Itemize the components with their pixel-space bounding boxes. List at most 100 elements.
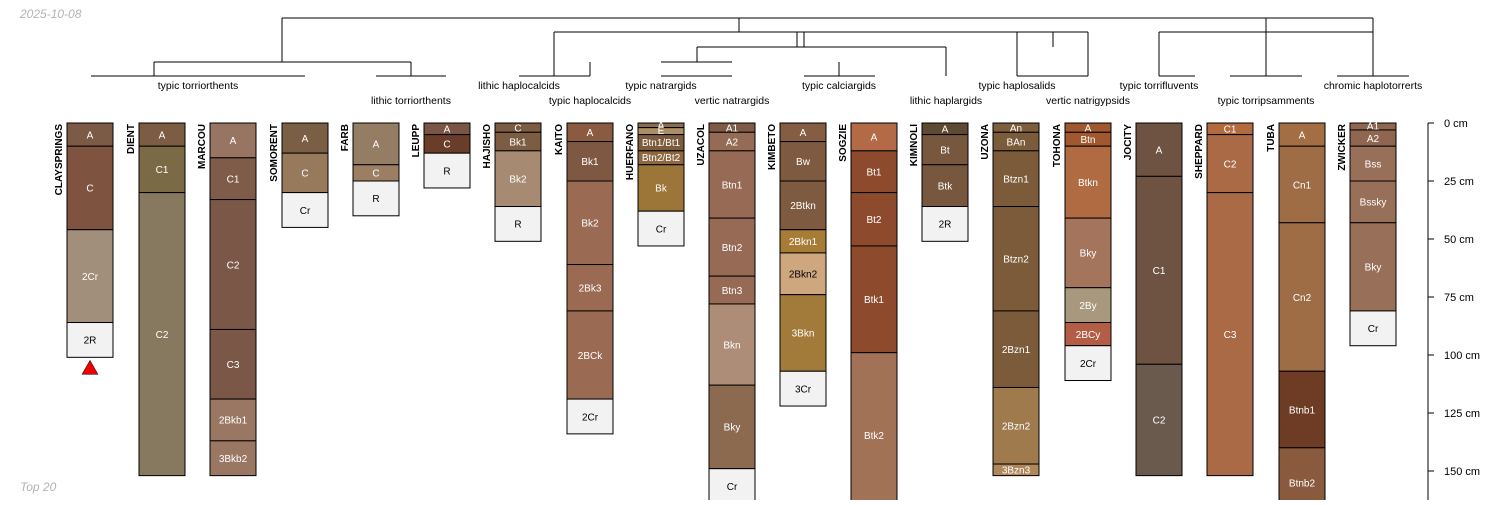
horizon-2cr xyxy=(66,229,114,324)
horizon-bk1 xyxy=(566,141,614,182)
horizon-label: A xyxy=(1156,145,1163,156)
horizon-label: Bssky xyxy=(1360,198,1387,209)
depth-tick-label: 100 cm xyxy=(1444,350,1480,362)
horizon-btn3 xyxy=(708,275,756,305)
horizon-label: Bw xyxy=(796,157,811,168)
group-label-lithic-haplocalcids: lithic haplocalcids xyxy=(478,80,560,92)
group-label-typic-torriorthents: typic torriorthents xyxy=(158,80,239,92)
horizon-bky xyxy=(708,384,756,470)
horizon-label: Cr xyxy=(656,224,667,235)
horizon-btk xyxy=(921,164,969,208)
horizon-label: 2Cr xyxy=(582,412,599,423)
profile-name: UZACOL xyxy=(696,124,707,166)
horizon-bky xyxy=(1349,222,1397,312)
horizon-label: Cr xyxy=(1368,324,1379,335)
horizon-label: Btnb1 xyxy=(1289,405,1316,416)
horizon-label: 2Bkn1 xyxy=(789,237,818,248)
horizon-label: A xyxy=(1085,123,1092,134)
horizon-label: A xyxy=(587,128,594,139)
horizon-label: C2 xyxy=(227,260,240,271)
horizon-2bck xyxy=(566,310,614,400)
horizon-label: Btkn xyxy=(1078,178,1098,189)
horizon-label: Bky xyxy=(724,423,741,434)
horizon-label: 2Bkn2 xyxy=(789,270,818,281)
horizon-label: 3Bzn3 xyxy=(1002,466,1031,477)
horizon-label: Bt2 xyxy=(866,215,881,226)
horizon-3bkn xyxy=(779,294,827,372)
horizon-label: Cr xyxy=(727,482,738,493)
profile-name: SHEPPARD xyxy=(1194,124,1205,179)
profile-dient: DIENT A C1 C2 xyxy=(126,122,186,477)
group-label-typic-torrifluvents: typic torrifluvents xyxy=(1120,80,1199,92)
profile-name: SOMORENT xyxy=(269,124,280,182)
profile-name: DIENT xyxy=(126,124,137,154)
profile-name: TOHONA xyxy=(1052,124,1063,167)
horizon-label: 3Cr xyxy=(795,384,812,395)
horizon-r xyxy=(423,152,471,189)
horizon-c xyxy=(281,152,329,194)
horizon-label: A xyxy=(942,125,949,136)
horizon-cr xyxy=(637,210,685,247)
horizon-label: Bk1 xyxy=(509,137,527,148)
horizon-label: 3Bkn xyxy=(792,329,815,340)
group-label-chromic-haplotorrerts: chromic haplotorrerts xyxy=(1324,80,1423,92)
horizon-label: C1 xyxy=(227,174,240,185)
horizon-label: Bss xyxy=(1365,159,1382,170)
horizon-cr xyxy=(1349,310,1397,347)
horizon-a xyxy=(209,122,257,159)
horizon-label: A xyxy=(871,133,878,144)
profile-name: FARB xyxy=(340,124,351,151)
horizon-label: A1 xyxy=(1367,122,1380,133)
group-label-typic-calciargids: typic calciargids xyxy=(802,80,876,92)
horizon-label: A xyxy=(444,125,451,136)
horizon-cr xyxy=(281,192,329,228)
horizon-label: A2 xyxy=(1367,134,1380,145)
horizon-2bk3 xyxy=(566,264,614,312)
horizon-label: Bkn xyxy=(723,340,740,351)
horizon-bt1 xyxy=(850,150,898,194)
horizon-bt xyxy=(921,134,969,166)
horizon-label: 2Bzn2 xyxy=(1002,422,1031,433)
group-label-typic-torripsamments: typic torripsamments xyxy=(1218,95,1315,107)
profile-sogzie: SOGZIE A Bt1 Bt2 Btk1 Btk2 xyxy=(838,122,898,505)
horizon-c2 xyxy=(1135,363,1183,477)
horizon-label: A xyxy=(159,130,166,141)
depth-tick-label: 50 cm xyxy=(1444,234,1474,246)
horizon-label: C3 xyxy=(227,360,240,371)
horizon-label: Cr xyxy=(300,206,311,217)
horizon-label: 2Bzn1 xyxy=(1002,345,1031,356)
horizon-a xyxy=(1135,122,1183,177)
depth-tick-label: 125 cm xyxy=(1444,408,1480,420)
horizon-label: Bk2 xyxy=(509,174,527,185)
horizon-bt2 xyxy=(850,192,898,247)
horizon-label: 2R xyxy=(939,220,952,231)
profile-name: TUBA xyxy=(1266,124,1277,152)
horizon-label: 2Btkn xyxy=(790,201,816,212)
horizon-label: 2Bkb1 xyxy=(219,416,248,427)
horizon-cr xyxy=(708,468,756,504)
horizon-bw xyxy=(779,141,827,182)
horizon-label: C2 xyxy=(1224,159,1237,170)
group-labels: typic torriorthents lithic torriorthents l… xyxy=(158,80,1423,107)
horizon-label: Btzn1 xyxy=(1003,174,1029,185)
profile-name: ZWICKER xyxy=(1337,123,1348,170)
profile-claysprings: CLAYSPRINGS A C 2Cr 2R xyxy=(54,122,114,375)
horizon-label: A xyxy=(230,136,237,147)
horizon-label: C1 xyxy=(1153,266,1166,277)
profile-name: KIMNOLI xyxy=(909,124,920,166)
profile-kaito: KAITO A Bk1 Bk2 2Bk3 2BCk 2Cr xyxy=(554,122,614,435)
horizon-c3 xyxy=(209,328,257,400)
horizon-btnb2 xyxy=(1278,447,1326,505)
profile-name: KAITO xyxy=(554,124,565,155)
horizon-label: Btk1 xyxy=(864,295,884,306)
horizon-label: A xyxy=(302,134,309,145)
horizon-label: A1 xyxy=(726,123,739,134)
horizon-cn2 xyxy=(1278,222,1326,372)
horizon-2cr xyxy=(1064,345,1112,382)
horizon-3bkb2 xyxy=(209,440,257,477)
horizon-label: Bk1 xyxy=(581,157,599,168)
horizon-btn2 xyxy=(708,217,756,277)
